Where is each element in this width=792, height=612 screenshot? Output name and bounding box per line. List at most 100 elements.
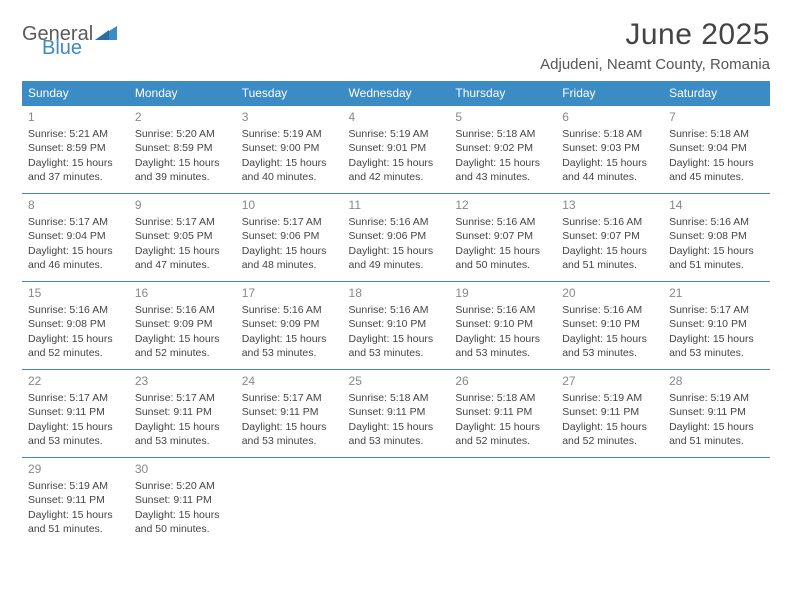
day-number: 24 [242,373,337,389]
cell-sunset: Sunset: 9:11 PM [349,405,444,419]
cell-sunset: Sunset: 9:06 PM [242,229,337,243]
cell-sunset: Sunset: 9:10 PM [455,317,550,331]
cell-sunset: Sunset: 9:02 PM [455,141,550,155]
cell-dl1: Daylight: 15 hours [135,420,230,434]
cell-sunrise: Sunrise: 5:19 AM [669,391,764,405]
cell-sunset: Sunset: 9:10 PM [562,317,657,331]
cell-dl2: and 47 minutes. [135,258,230,272]
cell-sunset: Sunset: 9:11 PM [28,493,123,507]
cell-sunset: Sunset: 8:59 PM [135,141,230,155]
cell-dl2: and 51 minutes. [669,434,764,448]
calendar-cell: 10Sunrise: 5:17 AMSunset: 9:06 PMDayligh… [236,194,343,282]
cell-sunset: Sunset: 9:11 PM [135,405,230,419]
calendar-cell: 29Sunrise: 5:19 AMSunset: 9:11 PMDayligh… [22,458,129,546]
cell-sunrise: Sunrise: 5:17 AM [242,215,337,229]
location-text: Adjudeni, Neamt County, Romania [540,56,770,73]
cell-sunset: Sunset: 9:08 PM [28,317,123,331]
day-number: 19 [455,285,550,301]
cell-sunrise: Sunrise: 5:16 AM [349,303,444,317]
weekday-header: Wednesday [343,81,450,106]
day-number: 27 [562,373,657,389]
cell-sunrise: Sunrise: 5:16 AM [455,215,550,229]
cell-dl1: Daylight: 15 hours [28,244,123,258]
calendar-cell [343,458,450,546]
day-number: 22 [28,373,123,389]
cell-sunset: Sunset: 9:01 PM [349,141,444,155]
calendar-header-row: SundayMondayTuesdayWednesdayThursdayFrid… [22,81,770,106]
calendar-cell: 18Sunrise: 5:16 AMSunset: 9:10 PMDayligh… [343,282,450,370]
cell-sunrise: Sunrise: 5:20 AM [135,479,230,493]
calendar-cell: 21Sunrise: 5:17 AMSunset: 9:10 PMDayligh… [663,282,770,370]
cell-sunrise: Sunrise: 5:19 AM [242,127,337,141]
calendar-cell: 6Sunrise: 5:18 AMSunset: 9:03 PMDaylight… [556,106,663,194]
day-number: 14 [669,197,764,213]
cell-sunset: Sunset: 9:04 PM [669,141,764,155]
cell-sunrise: Sunrise: 5:16 AM [669,215,764,229]
cell-sunset: Sunset: 9:11 PM [28,405,123,419]
cell-sunset: Sunset: 9:06 PM [349,229,444,243]
day-number: 26 [455,373,550,389]
cell-dl2: and 52 minutes. [28,346,123,360]
cell-dl2: and 42 minutes. [349,170,444,184]
cell-sunset: Sunset: 9:04 PM [28,229,123,243]
cell-dl2: and 53 minutes. [242,434,337,448]
cell-dl1: Daylight: 15 hours [28,508,123,522]
cell-dl2: and 52 minutes. [135,346,230,360]
day-number: 13 [562,197,657,213]
cell-sunset: Sunset: 9:11 PM [562,405,657,419]
day-number: 4 [349,109,444,125]
cell-sunset: Sunset: 9:11 PM [242,405,337,419]
calendar-cell [236,458,343,546]
cell-sunrise: Sunrise: 5:16 AM [562,215,657,229]
cell-sunrise: Sunrise: 5:18 AM [669,127,764,141]
calendar-cell: 5Sunrise: 5:18 AMSunset: 9:02 PMDaylight… [449,106,556,194]
cell-sunrise: Sunrise: 5:19 AM [349,127,444,141]
calendar-cell: 22Sunrise: 5:17 AMSunset: 9:11 PMDayligh… [22,370,129,458]
cell-dl1: Daylight: 15 hours [669,156,764,170]
cell-sunset: Sunset: 9:05 PM [135,229,230,243]
cell-dl1: Daylight: 15 hours [669,420,764,434]
cell-dl1: Daylight: 15 hours [28,332,123,346]
calendar-cell: 3Sunrise: 5:19 AMSunset: 9:00 PMDaylight… [236,106,343,194]
cell-dl2: and 53 minutes. [562,346,657,360]
calendar-cell: 24Sunrise: 5:17 AMSunset: 9:11 PMDayligh… [236,370,343,458]
calendar-cell: 1Sunrise: 5:21 AMSunset: 8:59 PMDaylight… [22,106,129,194]
calendar-cell: 28Sunrise: 5:19 AMSunset: 9:11 PMDayligh… [663,370,770,458]
cell-sunset: Sunset: 9:11 PM [135,493,230,507]
day-number: 12 [455,197,550,213]
calendar-table: SundayMondayTuesdayWednesdayThursdayFrid… [22,81,770,546]
cell-sunrise: Sunrise: 5:16 AM [455,303,550,317]
calendar-cell: 13Sunrise: 5:16 AMSunset: 9:07 PMDayligh… [556,194,663,282]
cell-dl1: Daylight: 15 hours [242,156,337,170]
cell-dl1: Daylight: 15 hours [455,332,550,346]
cell-dl2: and 53 minutes. [135,434,230,448]
cell-dl1: Daylight: 15 hours [562,332,657,346]
cell-dl2: and 51 minutes. [28,522,123,536]
cell-dl1: Daylight: 15 hours [562,420,657,434]
cell-sunset: Sunset: 9:10 PM [349,317,444,331]
cell-dl1: Daylight: 15 hours [349,244,444,258]
day-number: 23 [135,373,230,389]
cell-dl2: and 53 minutes. [28,434,123,448]
calendar-row: 15Sunrise: 5:16 AMSunset: 9:08 PMDayligh… [22,282,770,370]
cell-sunset: Sunset: 8:59 PM [28,141,123,155]
day-number: 8 [28,197,123,213]
calendar-cell [663,458,770,546]
cell-sunrise: Sunrise: 5:16 AM [349,215,444,229]
cell-dl1: Daylight: 15 hours [669,244,764,258]
cell-dl1: Daylight: 15 hours [135,332,230,346]
calendar-cell: 27Sunrise: 5:19 AMSunset: 9:11 PMDayligh… [556,370,663,458]
cell-dl1: Daylight: 15 hours [28,156,123,170]
day-number: 21 [669,285,764,301]
calendar-cell: 7Sunrise: 5:18 AMSunset: 9:04 PMDaylight… [663,106,770,194]
cell-dl1: Daylight: 15 hours [349,156,444,170]
cell-sunrise: Sunrise: 5:17 AM [28,215,123,229]
cell-dl2: and 53 minutes. [455,346,550,360]
day-number: 16 [135,285,230,301]
cell-dl1: Daylight: 15 hours [135,508,230,522]
cell-sunset: Sunset: 9:11 PM [455,405,550,419]
weekday-header: Tuesday [236,81,343,106]
calendar-cell [449,458,556,546]
calendar-cell: 8 Sunrise: 5:17 AMSunset: 9:04 PMDaylight… [22,194,129,282]
calendar-row: 8Sunrise: 5:17 AMSunset: 9:04 PMDaylight… [22,194,770,282]
